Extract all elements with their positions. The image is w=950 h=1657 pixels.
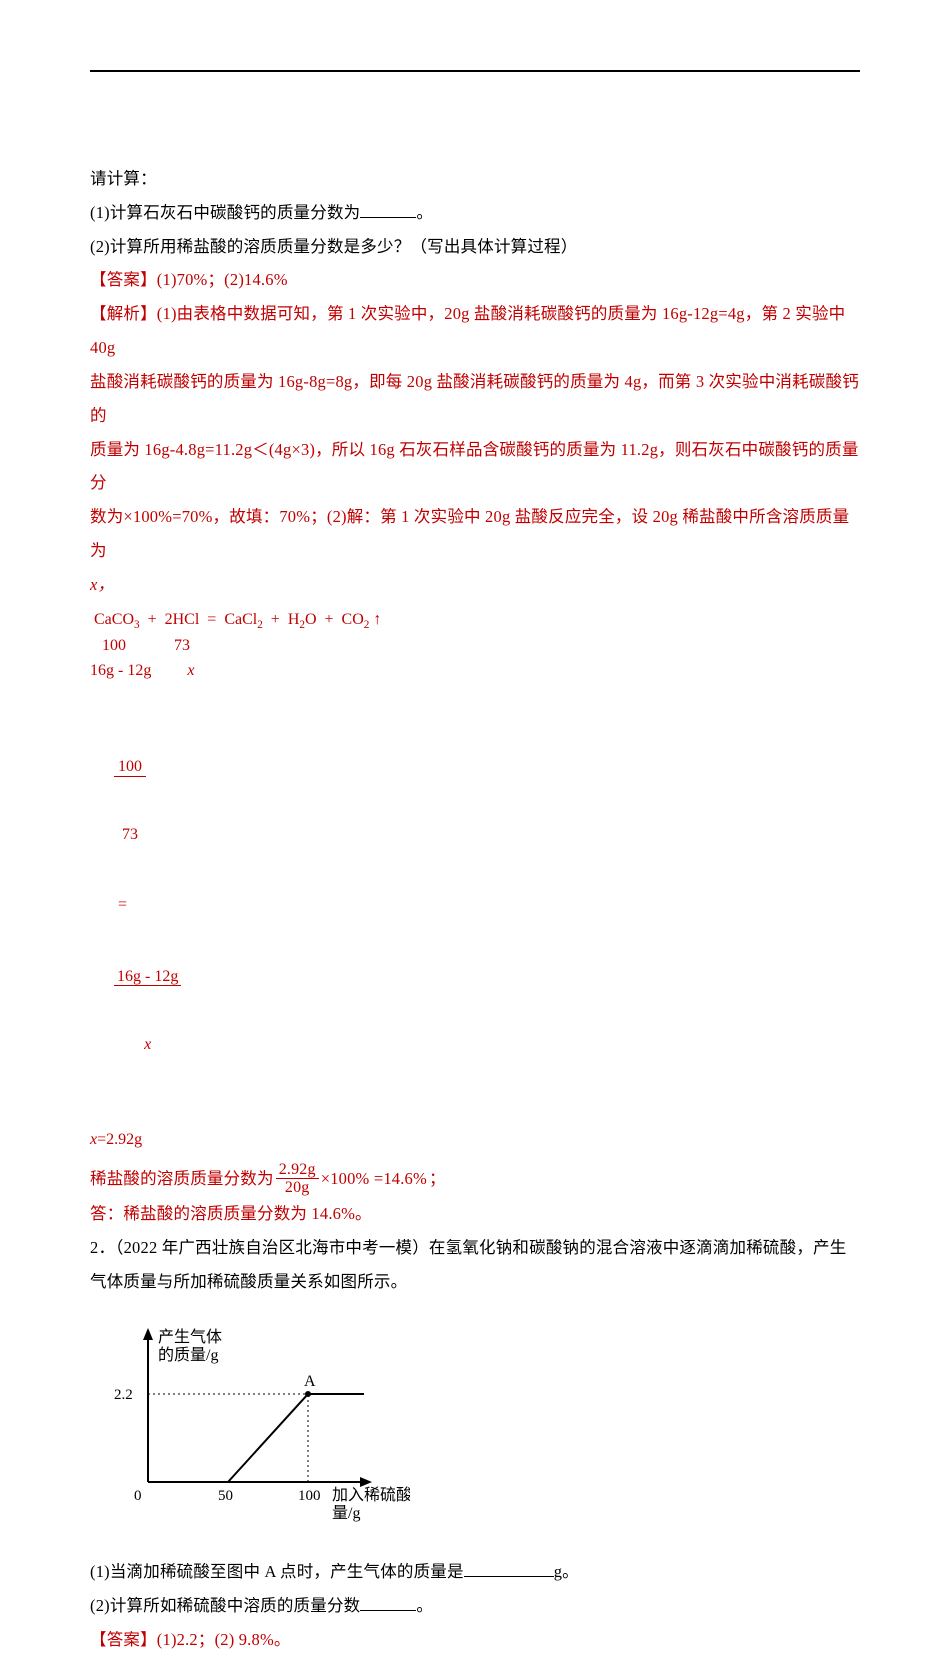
explain-line: 稀盐酸的溶质质量分数为 2.92g 20g ×100% =14.6% ； [90, 1161, 860, 1197]
var-x: x， [90, 575, 114, 594]
explain-line: 数为×100%=70%，故填：70%；(2)解：第 1 次实验中 20g 盐酸反… [90, 500, 860, 568]
blank-underline [464, 1562, 554, 1578]
text-line: (1)当滴加稀硫酸至图中 A 点时，产生气体的质量是 g。 [90, 1555, 860, 1589]
text: ×100% =14.6% [321, 1162, 427, 1196]
text: (2)计算所如稀硫酸中溶质的质量分数 [90, 1596, 360, 1615]
text: 稀盐酸的溶质质量分数为 [90, 1162, 274, 1196]
text-line: 请计算： [90, 162, 860, 196]
denominator: 20g [276, 1179, 319, 1197]
eq-text: =2.92g [97, 1131, 142, 1148]
svg-text:50: 50 [218, 1488, 233, 1504]
denominator: x [114, 1036, 181, 1054]
svg-text:100: 100 [298, 1488, 321, 1504]
numerator: 2.92g [276, 1161, 319, 1180]
eq-row: CaCO3 + 2HCl = CaCl2 + H2O + CO2 ↑ [90, 608, 860, 635]
fraction: 16g - 12g x [114, 918, 181, 1103]
chem: + 2HCl = CaCl [140, 611, 258, 628]
line-chart: 产生气体的质量/g2.2050100加入稀硫酸的质量/gA [90, 1312, 410, 1532]
svg-text:量/g: 量/g [332, 1505, 360, 1522]
eq-row: 100 73 = 16g - 12g x [90, 684, 860, 1128]
chem: + H [263, 611, 300, 628]
text-line: (1)计算石灰石中碳酸钙的质量分数为 。 [90, 196, 860, 230]
eq-text: 16g - 12g [90, 662, 187, 679]
explain-line: 质量为 16g-4.8g=11.2g＜(4g×3)，所以 16g 石灰石样品含碳… [90, 433, 860, 501]
explain-line: 答：稀盐酸的溶质质量分数为 14.6%。 [90, 1197, 860, 1231]
explain-line: x， [90, 568, 860, 602]
svg-text:2.2: 2.2 [114, 1387, 133, 1403]
text: ； [429, 1162, 446, 1196]
text: (1)计算石灰石中碳酸钙的质量分数为 [90, 203, 360, 222]
text: (1)当滴加稀硫酸至图中 A 点时，产生气体的质量是 [90, 1562, 464, 1581]
page: 请计算： (1)计算石灰石中碳酸钙的质量分数为 。 (2)计算所用稀盐酸的溶质质量… [0, 0, 950, 1344]
explain-line: 【解析】(1)由表格中数据可知，第 1 次实验中，20g 盐酸消耗碳酸钙的质量为… [90, 297, 860, 365]
blank-underline [360, 1595, 416, 1611]
svg-text:加入稀硫酸的质: 加入稀硫酸的质 [332, 1486, 410, 1504]
top-rule [90, 70, 860, 72]
answer-line: 【答案】(1)2.2；(2) 9.8%。 [90, 1623, 860, 1657]
eq-row: 100 73 [90, 634, 860, 659]
text: g。 [554, 1562, 579, 1581]
numerator: 100 [114, 758, 146, 777]
chart-container: 产生气体的质量/g2.2050100加入稀硫酸的质量/gA [90, 1312, 860, 1537]
equation-block: CaCO3 + 2HCl = CaCl2 + H2O + CO2 ↑ 100 7… [90, 608, 860, 1153]
fraction: 100 73 [114, 709, 146, 894]
answer-line: 【答案】(1)70%；(2)14.6% [90, 263, 860, 297]
denominator: 73 [114, 826, 146, 844]
text: 。 [416, 1596, 433, 1615]
text-line: (2)计算所如稀硫酸中溶质的质量分数 。 [90, 1589, 860, 1623]
chem: CaCO [94, 611, 134, 628]
text-line: 2．（2022 年广西壮族自治区北海市中考一模）在氢氧化钠和碳酸钠的混合溶液中逐… [90, 1231, 860, 1265]
text: 。 [416, 203, 433, 222]
text-line: 气体质量与所加稀硫酸质量关系如图所示。 [90, 1265, 860, 1299]
var-x: x [187, 662, 194, 679]
svg-text:的质量/g: 的质量/g [158, 1346, 218, 1364]
chem: ↑ [369, 611, 381, 628]
chem: O + CO [305, 611, 364, 628]
numerator: 16g - 12g [114, 968, 181, 987]
fraction: 2.92g 20g [276, 1161, 319, 1197]
eq-row: 16g - 12g x [90, 659, 860, 684]
text-line: (2)计算所用稀盐酸的溶质质量分数是多少？（写出具体计算过程） [90, 230, 860, 264]
eq-equals: = [114, 896, 131, 913]
svg-text:A: A [304, 1373, 316, 1390]
svg-text:0: 0 [134, 1488, 142, 1504]
eq-row: x=2.92g [90, 1128, 860, 1153]
explain-line: 盐酸消耗碳酸钙的质量为 16g-8g=8g，即每 20g 盐酸消耗碳酸钙的质量为… [90, 365, 860, 433]
blank-underline [360, 202, 416, 218]
